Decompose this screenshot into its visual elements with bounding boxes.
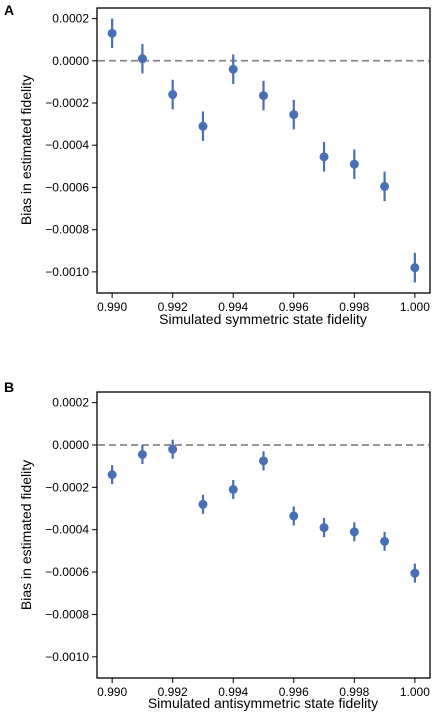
data-point-a — [410, 263, 420, 273]
panel-b: B 0.0002 0.0000 −0.0002 −0.0004 −0.0006 −0.00… — [4, 379, 431, 711]
x-tick-label-b: 1.000 — [400, 685, 430, 699]
x-tick-label-a: 0.992 — [158, 300, 188, 314]
data-point-a — [137, 54, 147, 64]
data-point-a — [168, 90, 178, 100]
panel-a: A 0.0002 0.0000 −0.0002 −0.0004 −0.0006 −0.00… — [4, 2, 431, 327]
panel-label-b: B — [4, 379, 14, 395]
y-tick-label-b: 0.0000 — [52, 438, 89, 452]
data-point-b — [168, 444, 178, 454]
y-tick-label-b: −0.0004 — [45, 523, 89, 537]
x-tick-label-b: 0.998 — [339, 685, 369, 699]
data-point-a — [349, 159, 359, 169]
x-axis-a: 0.990 0.992 0.994 0.996 0.998 1.000 — [97, 293, 430, 314]
data-point-b — [228, 484, 238, 494]
y-axis-label-b: Bias in estimated fidelity — [18, 460, 34, 610]
data-point-b — [289, 511, 299, 521]
data-point-b — [380, 536, 390, 546]
x-tick-label-b: 0.990 — [97, 685, 127, 699]
x-tick-label-b: 0.994 — [218, 685, 248, 699]
y-axis-b: 0.0002 0.0000 −0.0002 −0.0004 −0.0006 −0.0008… — [45, 396, 97, 664]
data-point-b — [259, 456, 268, 466]
y-tick-label-a: −0.0010 — [45, 265, 89, 279]
y-axis-label-a: Bias in estimated fidelity — [18, 75, 34, 225]
x-tick-label-b: 0.996 — [279, 685, 309, 699]
y-tick-label-a: −0.0008 — [45, 223, 89, 237]
data-point-b — [137, 449, 147, 459]
data-point-b — [319, 523, 329, 533]
y-tick-label-a: −0.0002 — [45, 96, 89, 110]
data-points-b — [107, 439, 420, 583]
y-tick-label-a: −0.0006 — [45, 180, 89, 194]
y-tick-label-b: −0.0006 — [45, 565, 89, 579]
data-point-a — [289, 110, 299, 120]
data-points-a — [107, 18, 420, 283]
plot-frame-b — [96, 391, 431, 679]
y-tick-label-b: 0.0002 — [52, 396, 89, 410]
x-axis-label-a: Simulated symmetric state fidelity — [159, 311, 367, 327]
data-point-b — [107, 470, 117, 480]
x-axis-b: 0.990 0.992 0.994 0.996 0.998 1.000 — [97, 678, 430, 699]
data-point-a — [228, 64, 238, 74]
data-point-b — [198, 499, 208, 509]
y-tick-label-b: −0.0008 — [45, 607, 89, 621]
x-tick-label-a: 1.000 — [400, 300, 430, 314]
x-tick-label-b: 0.992 — [158, 685, 188, 699]
data-point-a — [259, 91, 268, 101]
x-tick-label-a: 0.996 — [279, 300, 309, 314]
panel-label-a: A — [4, 2, 14, 18]
y-tick-label-a: 0.0002 — [52, 12, 89, 26]
x-tick-label-a: 0.994 — [218, 300, 248, 314]
y-axis-a: 0.0002 0.0000 −0.0002 −0.0004 −0.0006 −0.0008… — [45, 12, 97, 279]
x-tick-label-a: 0.990 — [97, 300, 127, 314]
plot-frame-a — [96, 7, 431, 294]
y-tick-label-b: −0.0002 — [45, 480, 89, 494]
x-tick-label-a: 0.998 — [339, 300, 369, 314]
x-axis-label-b: Simulated antisymmetric state fidelity — [148, 695, 378, 711]
data-point-a — [380, 181, 390, 191]
data-point-a — [107, 28, 117, 38]
y-tick-label-a: 0.0000 — [52, 54, 89, 68]
y-tick-label-b: −0.0010 — [45, 650, 89, 664]
data-point-a — [319, 152, 329, 162]
data-point-b — [410, 568, 420, 578]
data-point-a — [198, 121, 208, 131]
data-point-b — [349, 527, 359, 537]
y-tick-label-a: −0.0004 — [45, 138, 89, 152]
